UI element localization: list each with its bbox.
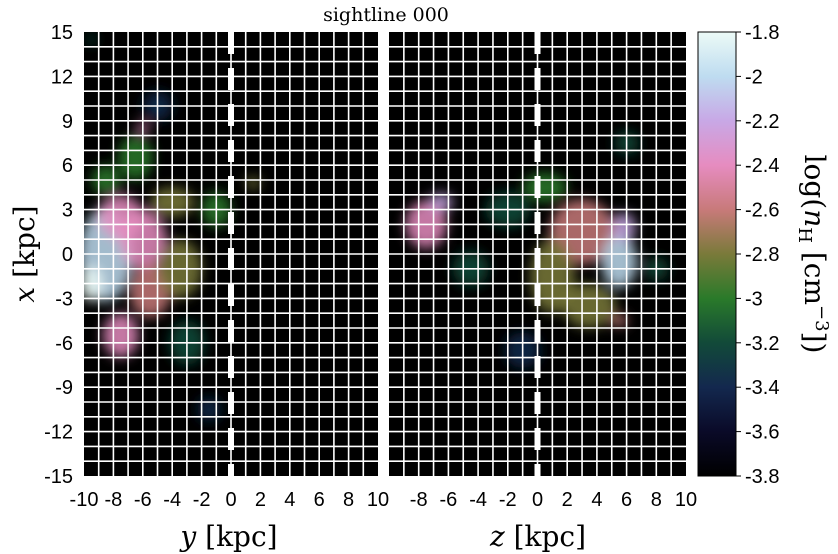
x-tick-label: 10 bbox=[367, 489, 389, 511]
density-blob bbox=[610, 314, 629, 327]
x-tick-label: 6 bbox=[314, 489, 325, 511]
x-tick-label: -2 bbox=[499, 489, 517, 511]
x-tick-label: -4 bbox=[469, 489, 487, 511]
y-tick-label: 12 bbox=[51, 66, 73, 88]
y-axis-label: x [kpc] bbox=[8, 205, 41, 302]
colorbar-label: log(nH [cm−3]) bbox=[794, 155, 832, 354]
y-tick-labels: 15 12 9 6 3 0 -3 -6 -9 -12 -15 bbox=[44, 22, 73, 488]
colorbar-tick-labels: -1.8 -2 -2.2 -2.4 -2.6 -2.8 -3 -3.2 -3.4 -3.6 -3.8 bbox=[736, 22, 779, 488]
x-tick-label: 2 bbox=[255, 489, 266, 511]
panel-right-x-tick-labels: -8 -6 -4 -2 0 2 4 6 8 10 bbox=[410, 489, 697, 511]
colorbar-tick-label: -2 bbox=[745, 66, 763, 88]
colorbar-tick-label: -2.6 bbox=[745, 200, 779, 222]
density-blob bbox=[522, 172, 568, 203]
y-tick-label: 6 bbox=[62, 155, 73, 177]
x-tick-label: -4 bbox=[163, 489, 181, 511]
y-tick-label: -9 bbox=[55, 377, 73, 399]
colorbar: -1.8 -2 -2.2 -2.4 -2.6 -2.8 -3 -3.2 -3.4 -3.6 -3.8… bbox=[697, 22, 832, 488]
x-tick-label: 0 bbox=[225, 489, 236, 511]
density-blob bbox=[611, 212, 636, 243]
y-tick-label: 15 bbox=[51, 22, 73, 44]
y-tick-label: -12 bbox=[44, 422, 73, 444]
chart-title: sightline 000 bbox=[323, 4, 449, 26]
panel-left-x-axis-label: y [kpc] bbox=[178, 520, 277, 553]
colorbar-tick-label: -3.2 bbox=[745, 333, 779, 355]
x-tick-label: -8 bbox=[105, 489, 123, 511]
y-tick-label: -15 bbox=[44, 466, 73, 488]
x-tick-label: -2 bbox=[193, 489, 211, 511]
density-blob bbox=[562, 283, 617, 328]
x-tick-label: -6 bbox=[440, 489, 458, 511]
x-tick-label: 0 bbox=[532, 489, 543, 511]
y-tick-label: -3 bbox=[55, 288, 73, 310]
colorbar-tick-label: -3.4 bbox=[745, 377, 779, 399]
colorbar-tick-label: -3 bbox=[745, 288, 763, 310]
density-blob bbox=[86, 33, 96, 46]
colorbar-tick-label: -3.8 bbox=[745, 466, 779, 488]
colorbar-tick-label: -1.8 bbox=[745, 22, 779, 44]
x-tick-label: 6 bbox=[621, 489, 632, 511]
density-blob bbox=[103, 313, 139, 358]
panel-right-x-axis-label: z [kpc] bbox=[489, 520, 586, 553]
density-blob bbox=[601, 234, 637, 289]
y-tick-label: 9 bbox=[62, 111, 73, 133]
density-blob bbox=[197, 397, 221, 422]
x-tick-label: -10 bbox=[70, 489, 99, 511]
x-tick-label: 8 bbox=[651, 489, 662, 511]
colorbar-gradient bbox=[697, 31, 737, 477]
y-tick-label: -6 bbox=[55, 333, 73, 355]
density-blob bbox=[245, 177, 261, 189]
panel-left-x-tick-labels: -10 -8 -6 -4 -2 0 2 4 6 8 10 bbox=[70, 489, 390, 511]
x-tick-label: -6 bbox=[134, 489, 152, 511]
colorbar-tick-label: -3.6 bbox=[745, 422, 779, 444]
panel-right-grid bbox=[389, 32, 686, 476]
density-blob bbox=[117, 135, 154, 180]
x-tick-label: 2 bbox=[562, 489, 573, 511]
colorbar-tick-label: -2.4 bbox=[745, 155, 779, 177]
x-tick-label: -8 bbox=[410, 489, 428, 511]
x-tick-label: 8 bbox=[343, 489, 354, 511]
x-tick-label: 4 bbox=[591, 489, 602, 511]
x-tick-label: 4 bbox=[284, 489, 295, 511]
panel-right: -8 -6 -4 -2 0 2 4 6 8 10 z [kpc] bbox=[389, 32, 697, 553]
colorbar-tick-label: -2.2 bbox=[745, 111, 779, 133]
y-tick-label: 3 bbox=[62, 200, 73, 222]
x-tick-label: 10 bbox=[675, 489, 697, 511]
y-tick-label: 0 bbox=[62, 244, 73, 266]
colorbar-tick-label: -2.8 bbox=[745, 244, 779, 266]
density-blob bbox=[429, 193, 453, 212]
